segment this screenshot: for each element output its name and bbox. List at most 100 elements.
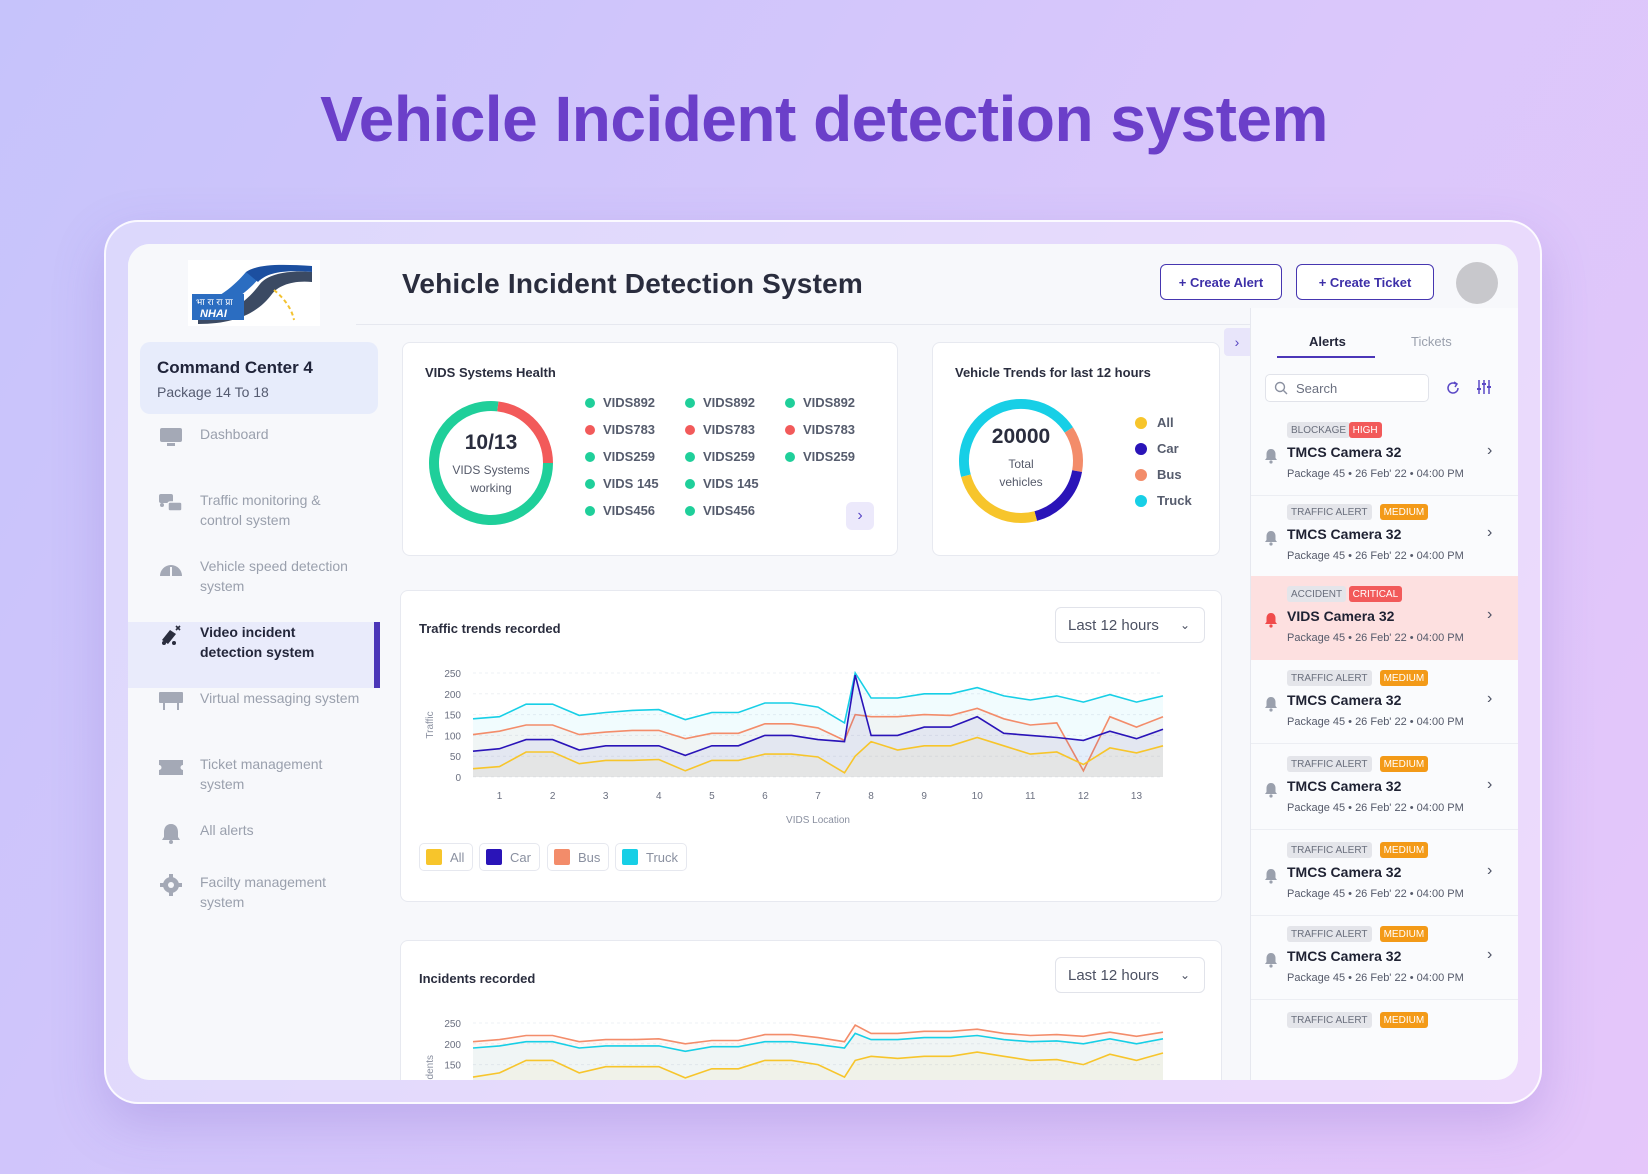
tab-alerts[interactable]: Alerts [1309, 334, 1346, 349]
create-ticket-button[interactable]: + Create Ticket [1296, 264, 1434, 300]
legend-item-all: All [1135, 415, 1174, 430]
alert-meta: Package 45 • 26 Feb' 22 • 04:00 PM [1287, 468, 1464, 480]
search-input[interactable]: Search [1265, 374, 1429, 402]
y-tick-label: 50 [450, 752, 462, 763]
chevron-right-icon[interactable]: › [1487, 862, 1493, 879]
gear-icon [160, 874, 182, 896]
card-title: Traffic trends recorded [419, 621, 561, 636]
nhai-logo: भा रा रा प्रा NHAI [188, 260, 320, 326]
status-label: VIDS 145 [603, 476, 659, 491]
status-item: VIDS259 [685, 449, 755, 464]
chevron-right-icon[interactable]: › [1487, 442, 1493, 459]
sidebar-item-ticket-management[interactable]: Ticket management system [128, 754, 380, 820]
alert-meta: Package 45 • 26 Feb' 22 • 04:00 PM [1287, 550, 1464, 562]
alert-level-badge: CRITICAL [1348, 586, 1403, 602]
alert-item[interactable]: TRAFFIC ALERT MEDIUM TMCS Camera 32 Package… [1251, 746, 1518, 830]
y-axis-label: Traffic [425, 711, 436, 738]
panel-collapse-button[interactable]: › [1224, 328, 1250, 356]
filter-sliders-icon[interactable] [1475, 378, 1493, 396]
alert-level-badge: MEDIUM [1379, 504, 1429, 520]
sidebar-item-facility-management[interactable]: Facilty management system [128, 872, 380, 938]
header-divider [356, 324, 1378, 325]
alert-type-badge: TRAFFIC ALERT [1287, 670, 1372, 686]
alert-item[interactable]: BLOCKAGE HIGH TMCS Camera 32 Package 45 • 2… [1251, 412, 1518, 496]
incidents-card: Incidents recorded Last 12 hours ⌄ 150 20… [400, 940, 1222, 1080]
alert-level-badge: MEDIUM [1379, 1012, 1429, 1028]
sidebar-item-label: Virtual messaging system [200, 690, 360, 706]
y-tick-label: 250 [444, 1019, 461, 1030]
status-dot [785, 424, 795, 435]
app-screen: भा रा रा प्रा NHAI Command Center 4 Pack… [128, 244, 1518, 1080]
alert-item[interactable]: TRAFFIC ALERT MEDIUM TMCS Camera 32 Package… [1251, 494, 1518, 578]
status-label: VIDS456 [703, 503, 756, 518]
status-item: VIDS456 [585, 503, 655, 518]
alert-type-badge: TRAFFIC ALERT [1287, 756, 1372, 772]
x-tick-label: 11 [1025, 791, 1036, 802]
status-item: VIDS892 [685, 395, 755, 410]
status-label: VIDS783 [703, 422, 756, 437]
alert-type-badge: TRAFFIC ALERT [1287, 504, 1372, 520]
avatar[interactable] [1456, 262, 1498, 304]
command-center-card[interactable]: Command Center 4 Package 14 To 18 [140, 342, 378, 414]
incidents-chart: 150 200 250 Incidents [425, 1019, 1164, 1080]
series-area-all [473, 1052, 1163, 1080]
x-tick-label: 4 [656, 791, 662, 802]
legend-chip-car[interactable]: Car [479, 843, 540, 871]
incident-icon [162, 625, 181, 645]
sidebar-item-traffic-monitoring[interactable]: Traffic monitoring & control system [128, 490, 380, 556]
alert-item[interactable]: TRAFFIC ALERT MEDIUM TMCS Camera 32 Package… [1251, 832, 1518, 916]
refresh-icon[interactable] [1445, 380, 1461, 396]
legend-label: Truck [1157, 493, 1192, 508]
status-label: VIDS259 [703, 449, 756, 464]
chevron-right-icon[interactable]: › [1487, 776, 1493, 793]
bell-icon [1265, 449, 1277, 464]
chevron-right-icon[interactable]: › [1487, 946, 1493, 963]
status-label: VIDS456 [603, 503, 656, 518]
trends-value: 20000 [991, 425, 1051, 448]
legend-chip-truck[interactable]: Truck [615, 843, 688, 871]
sidebar-item-dashboard[interactable]: Dashboard [128, 424, 380, 490]
card-title: VIDS Systems Health [425, 365, 556, 380]
alert-item[interactable]: TRAFFIC ALERT MEDIUM [1251, 1002, 1518, 1080]
active-tab-indicator [1277, 356, 1375, 358]
sidebar-item-label: Vehicle speed detection system [200, 558, 348, 594]
sidebar-nav: Dashboard Traffic monitoring & control s… [128, 424, 380, 938]
alert-item[interactable]: TRAFFIC ALERT MEDIUM TMCS Camera 32 Package… [1251, 660, 1518, 744]
alert-level-badge: MEDIUM [1379, 670, 1429, 686]
alert-item[interactable]: ACCIDENT CRITICAL VIDS Camera 32 Package 45… [1251, 576, 1518, 660]
legend-label: Car [1157, 441, 1179, 456]
health-next-button[interactable]: › [846, 502, 874, 530]
sidebar-item-all-alerts[interactable]: All alerts [128, 820, 380, 872]
y-tick-label: 100 [444, 731, 461, 742]
tab-tickets[interactable]: Tickets [1411, 334, 1452, 349]
status-label: VIDS783 [603, 422, 656, 437]
x-tick-label: 12 [1078, 791, 1090, 802]
chevron-down-icon: ⌄ [1179, 618, 1190, 632]
status-item: VIDS892 [585, 395, 655, 410]
alert-type-badge: TRAFFIC ALERT [1287, 1012, 1372, 1028]
legend-chip-bus[interactable]: Bus [547, 843, 610, 871]
sidebar-item-virtual-messaging[interactable]: Virtual messaging system [128, 688, 380, 754]
incidents-period-select[interactable]: Last 12 hours ⌄ [1055, 957, 1205, 993]
chevron-right-icon[interactable]: › [1487, 606, 1493, 623]
trends-caption-1: Total [1008, 457, 1034, 471]
chevron-right-icon[interactable]: › [1487, 524, 1493, 541]
legend-chip-all[interactable]: All [419, 843, 474, 871]
sidebar-item-video-incident[interactable]: Video incident detection system [128, 622, 380, 688]
sidebar-item-speed-detection[interactable]: Vehicle speed detection system [128, 556, 380, 622]
bell-icon [1265, 953, 1277, 968]
bell-icon [162, 824, 180, 844]
create-alert-button[interactable]: + Create Alert [1160, 264, 1282, 300]
alert-item[interactable]: TRAFFIC ALERT MEDIUM TMCS Camera 32 Package… [1251, 916, 1518, 1000]
status-item: VIDS783 [785, 422, 855, 437]
alert-meta: Package 45 • 26 Feb' 22 • 04:00 PM [1287, 972, 1464, 984]
bell-icon [1265, 613, 1277, 628]
health-donut [429, 401, 553, 525]
alert-camera: TMCS Camera 32 [1287, 526, 1402, 542]
traffic-period-select[interactable]: Last 12 hours ⌄ [1055, 607, 1205, 643]
alert-type-badge: TRAFFIC ALERT [1287, 842, 1372, 858]
series-area-car [473, 675, 1163, 777]
donut-segment-working [429, 401, 553, 525]
chevron-right-icon[interactable]: › [1487, 690, 1493, 707]
alert-level-badge: MEDIUM [1379, 926, 1429, 942]
